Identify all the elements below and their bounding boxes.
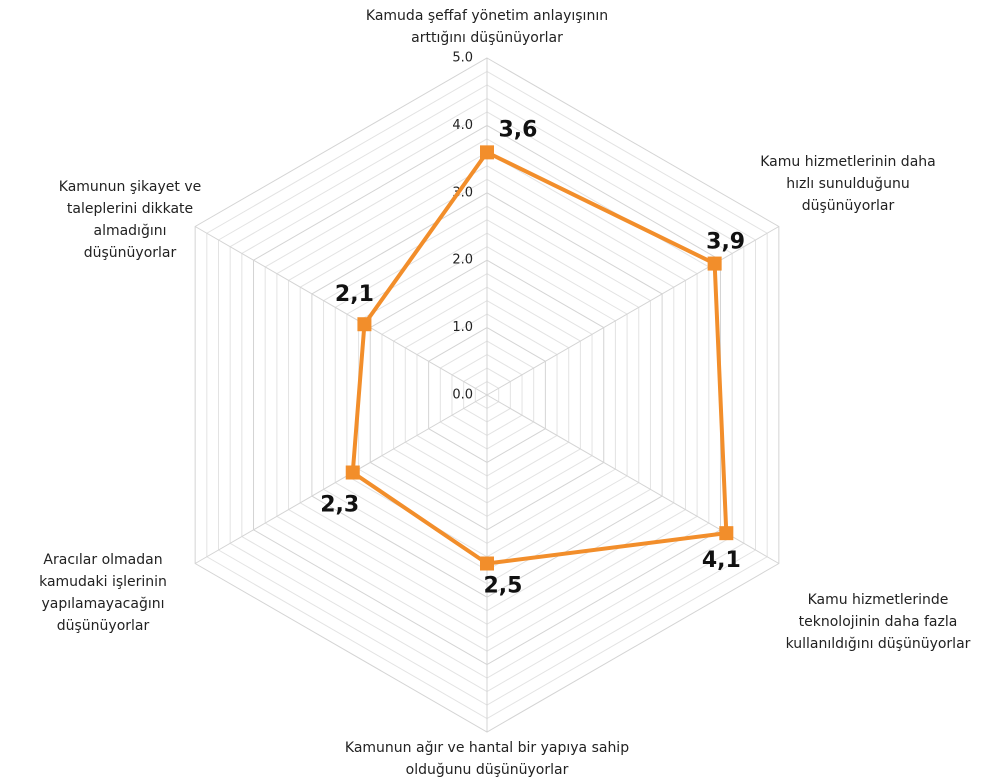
category-label: Kamuda şeffaf yönetim anlayışının arttığı…: [366, 8, 608, 46]
category-label: Kamu hizmetlerinde teknolojinin daha fazl…: [786, 592, 971, 652]
data-label: 3,6: [499, 117, 538, 142]
y-tick-label: 4.0: [452, 118, 473, 133]
data-label: 2,3: [320, 493, 359, 518]
y-tick-label: 2.0: [452, 253, 473, 268]
marker: [707, 256, 722, 271]
y-tick-label: 1.0: [452, 320, 473, 335]
y-tick-label: 5.0: [452, 51, 473, 66]
marker: [480, 145, 494, 160]
spoke: [486, 394, 780, 564]
data-label: 4,1: [702, 548, 741, 573]
category-label: Kamunun ağır ve hantal bir yapıya sahip o…: [345, 740, 629, 778]
marker: [357, 317, 372, 332]
data-label: 2,1: [335, 282, 374, 307]
category-label: Kamunun şikayet ve taleplerini dikkate alm…: [59, 179, 201, 261]
marker: [719, 526, 734, 541]
spoke: [194, 226, 488, 396]
y-tick-label: 0.0: [452, 388, 473, 403]
spoke: [194, 394, 488, 564]
category-label: Aracılar olmadan kamudaki işlerinin yapıla…: [39, 552, 167, 634]
data-label: 2,5: [484, 574, 523, 599]
category-label: Kamu hizmetlerinin daha hızlı sunulduğunu…: [760, 154, 935, 214]
marker: [345, 465, 360, 480]
spoke: [486, 226, 780, 396]
marker: [480, 556, 494, 571]
data-label: 3,9: [706, 230, 745, 255]
